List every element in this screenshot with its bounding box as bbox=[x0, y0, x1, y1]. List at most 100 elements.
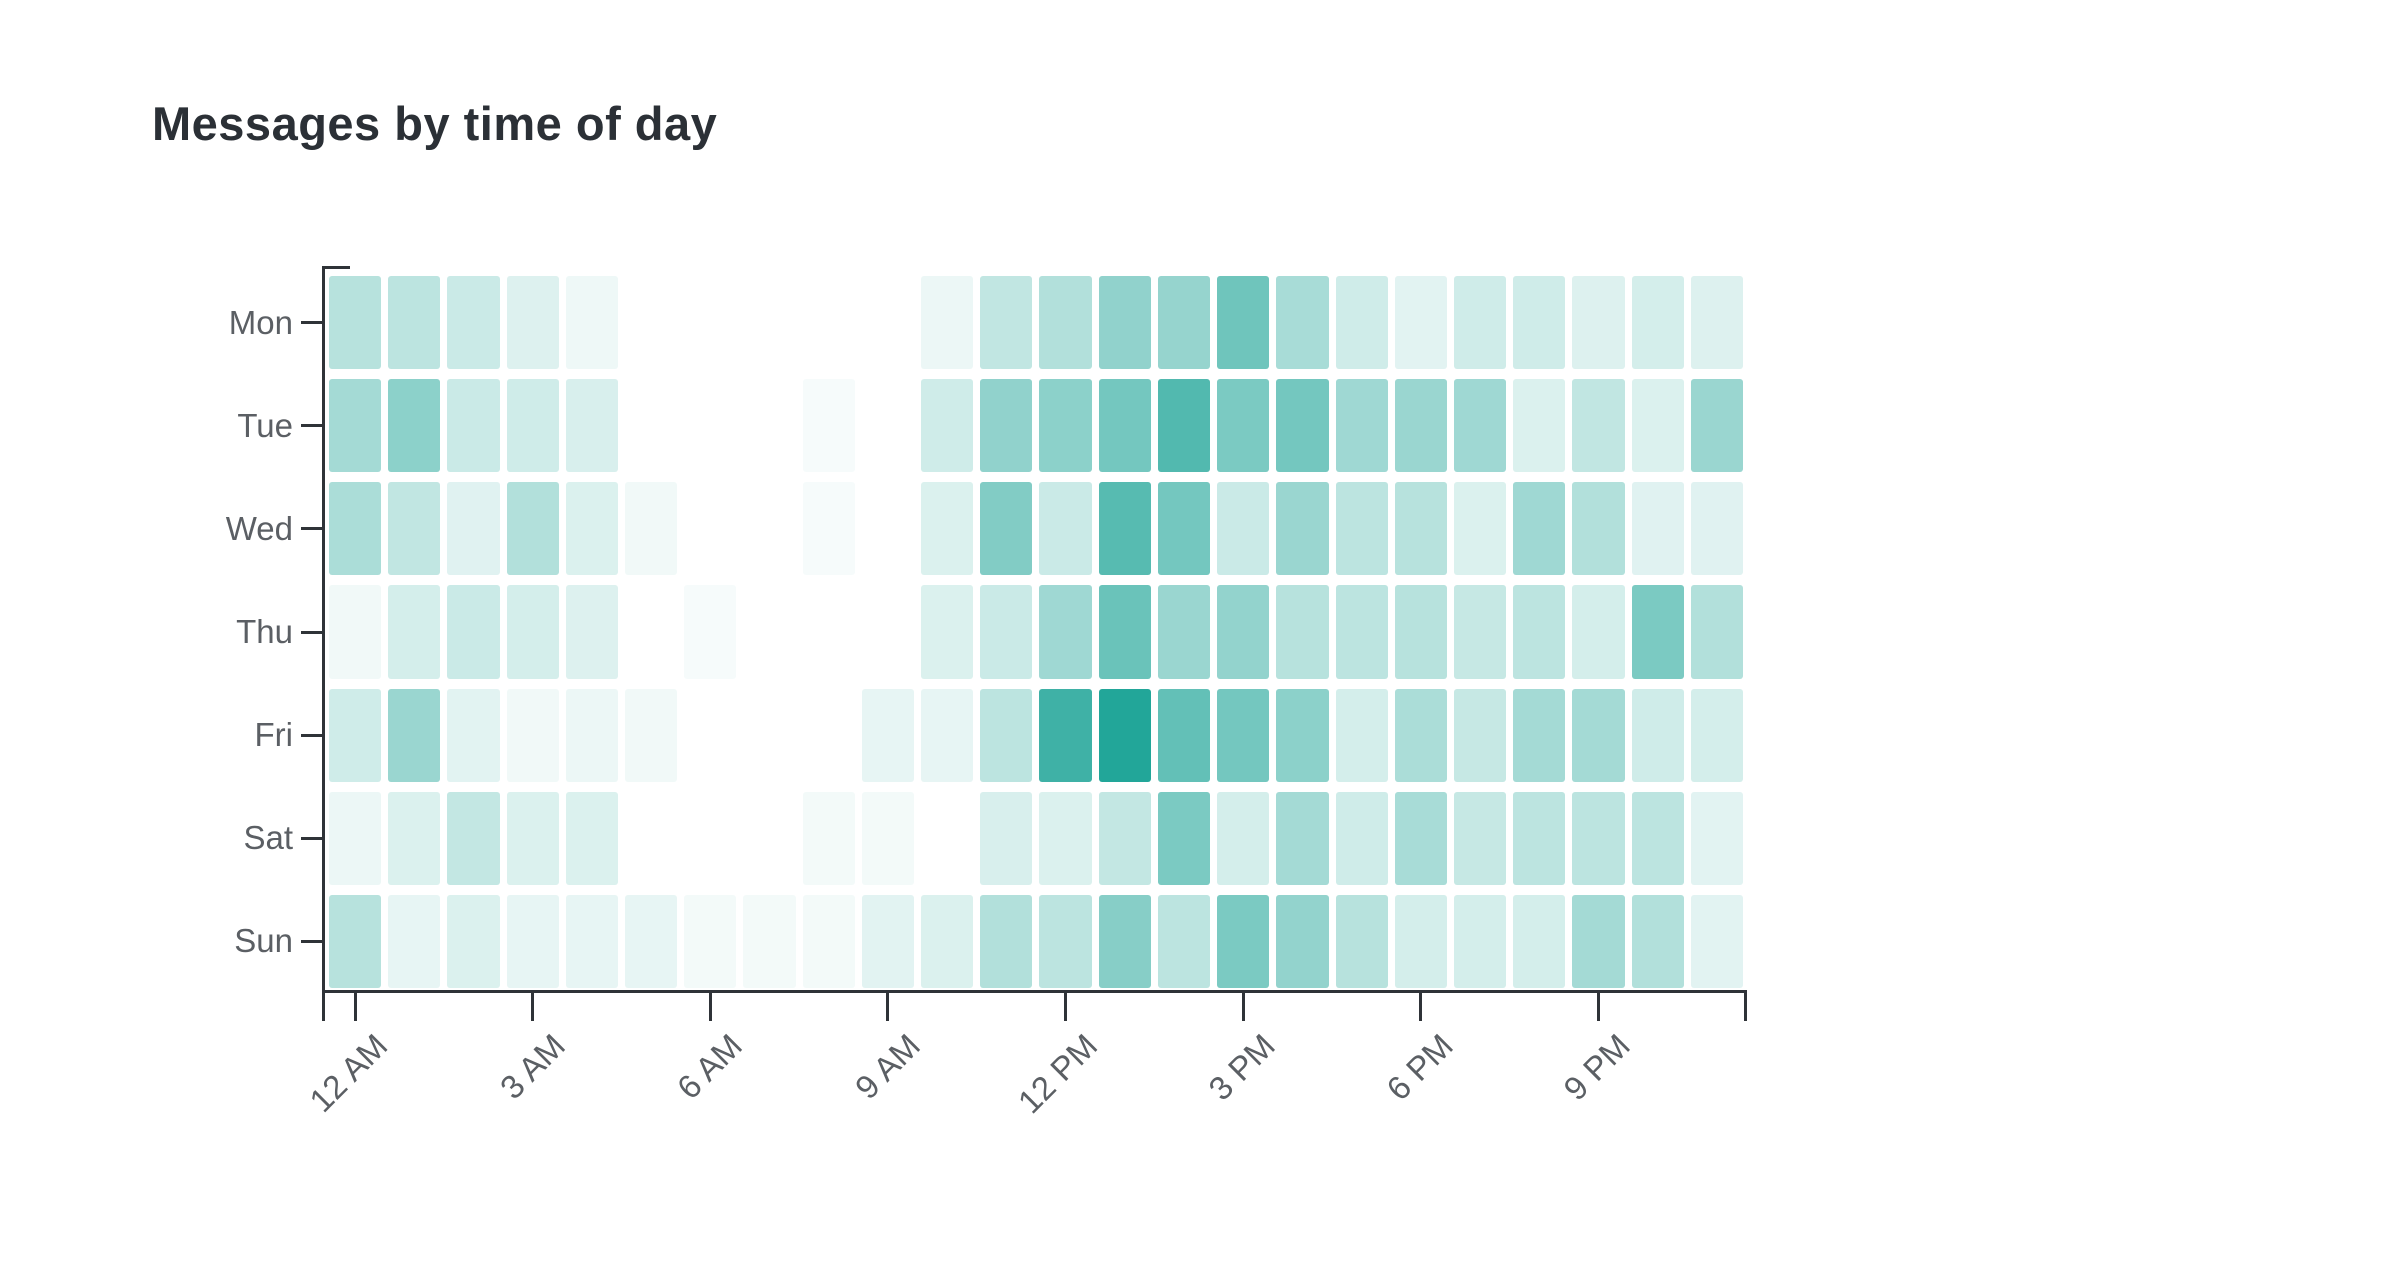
heatmap-cell[interactable] bbox=[506, 894, 559, 988]
heatmap-cell[interactable] bbox=[1098, 482, 1151, 576]
heatmap-cell[interactable] bbox=[1039, 482, 1092, 576]
heatmap-cell[interactable] bbox=[861, 894, 915, 988]
heatmap-cell[interactable] bbox=[1394, 688, 1447, 782]
heatmap-cell[interactable] bbox=[1039, 585, 1092, 679]
heatmap-cell[interactable] bbox=[1631, 791, 1684, 885]
heatmap-cell[interactable] bbox=[803, 276, 855, 369]
heatmap-cell[interactable] bbox=[921, 688, 974, 782]
heatmap-cell[interactable] bbox=[1217, 585, 1270, 679]
heatmap-cell[interactable] bbox=[1335, 482, 1388, 576]
heatmap-cell[interactable] bbox=[1217, 688, 1270, 782]
heatmap-cell[interactable] bbox=[1572, 894, 1625, 988]
heatmap-cell[interactable] bbox=[506, 585, 559, 679]
heatmap-cell[interactable] bbox=[1453, 276, 1507, 370]
heatmap-cell[interactable] bbox=[1513, 379, 1566, 473]
heatmap-cell[interactable] bbox=[1572, 688, 1625, 782]
heatmap-cell[interactable] bbox=[447, 585, 500, 679]
heatmap-cell[interactable] bbox=[388, 585, 441, 679]
heatmap-cell[interactable] bbox=[1690, 379, 1743, 473]
heatmap-cell[interactable] bbox=[862, 276, 914, 369]
heatmap-cell[interactable] bbox=[1513, 482, 1566, 576]
heatmap-cell[interactable] bbox=[980, 791, 1033, 885]
heatmap-cell[interactable] bbox=[1217, 791, 1270, 885]
heatmap-cell[interactable] bbox=[1513, 791, 1566, 885]
heatmap-cell[interactable] bbox=[625, 792, 677, 885]
heatmap-cell[interactable] bbox=[625, 894, 678, 988]
heatmap-cell[interactable] bbox=[506, 379, 559, 473]
heatmap-cell[interactable] bbox=[447, 379, 500, 473]
heatmap-cell[interactable] bbox=[447, 894, 500, 988]
heatmap-cell[interactable] bbox=[1572, 276, 1625, 370]
heatmap-cell[interactable] bbox=[684, 689, 736, 782]
heatmap-cell[interactable] bbox=[862, 379, 914, 472]
heatmap-cell[interactable] bbox=[329, 894, 382, 988]
heatmap-cell[interactable] bbox=[329, 688, 382, 782]
heatmap-cell[interactable] bbox=[1513, 894, 1566, 988]
heatmap-cell[interactable] bbox=[625, 379, 677, 472]
heatmap-cell[interactable] bbox=[506, 276, 559, 370]
heatmap-cell[interactable] bbox=[1394, 276, 1447, 370]
heatmap-cell[interactable] bbox=[1453, 688, 1507, 782]
heatmap-cell[interactable] bbox=[803, 689, 855, 782]
heatmap-cell[interactable] bbox=[329, 791, 382, 885]
heatmap-cell[interactable] bbox=[1335, 688, 1388, 782]
heatmap-cell[interactable] bbox=[447, 688, 500, 782]
heatmap-cell[interactable] bbox=[1690, 276, 1743, 370]
heatmap-cell[interactable] bbox=[921, 379, 974, 473]
heatmap-cell[interactable] bbox=[1098, 894, 1151, 988]
heatmap-cell[interactable] bbox=[1453, 482, 1507, 576]
heatmap-cell[interactable] bbox=[506, 791, 559, 885]
heatmap-cell[interactable] bbox=[980, 688, 1033, 782]
heatmap-cell[interactable] bbox=[684, 792, 736, 885]
heatmap-cell[interactable] bbox=[743, 894, 796, 988]
heatmap-cell[interactable] bbox=[980, 276, 1033, 370]
heatmap-cell[interactable] bbox=[625, 688, 678, 782]
heatmap-cell[interactable] bbox=[1572, 482, 1625, 576]
heatmap-cell[interactable] bbox=[1453, 379, 1507, 473]
heatmap-cell[interactable] bbox=[743, 276, 795, 369]
heatmap-cell[interactable] bbox=[1276, 791, 1329, 885]
heatmap-cell[interactable] bbox=[1039, 791, 1092, 885]
heatmap-cell[interactable] bbox=[388, 894, 441, 988]
heatmap-cell[interactable] bbox=[506, 688, 559, 782]
heatmap-cell[interactable] bbox=[861, 791, 915, 885]
heatmap-cell[interactable] bbox=[447, 482, 500, 576]
heatmap-cell[interactable] bbox=[980, 379, 1033, 473]
heatmap-cell[interactable] bbox=[1690, 791, 1743, 885]
heatmap-cell[interactable] bbox=[329, 379, 382, 473]
heatmap-cell[interactable] bbox=[1453, 894, 1507, 988]
heatmap-cell[interactable] bbox=[1453, 585, 1507, 679]
heatmap-cell[interactable] bbox=[1394, 791, 1447, 885]
heatmap-cell[interactable] bbox=[1098, 791, 1151, 885]
heatmap-cell[interactable] bbox=[1631, 482, 1684, 576]
heatmap-cell[interactable] bbox=[1039, 894, 1092, 988]
heatmap-cell[interactable] bbox=[1453, 791, 1507, 885]
heatmap-cell[interactable] bbox=[329, 276, 382, 370]
heatmap-cell[interactable] bbox=[743, 689, 795, 782]
heatmap-cell[interactable] bbox=[980, 894, 1033, 988]
heatmap-cell[interactable] bbox=[862, 585, 914, 678]
heatmap-cell[interactable] bbox=[1098, 585, 1151, 679]
heatmap-cell[interactable] bbox=[1217, 482, 1270, 576]
heatmap-cell[interactable] bbox=[684, 379, 736, 472]
heatmap-cell[interactable] bbox=[980, 482, 1033, 576]
heatmap-cell[interactable] bbox=[388, 482, 441, 576]
heatmap-cell[interactable] bbox=[1631, 379, 1684, 473]
heatmap-cell[interactable] bbox=[1276, 379, 1329, 473]
heatmap-cell[interactable] bbox=[802, 379, 855, 473]
heatmap-cell[interactable] bbox=[1039, 688, 1092, 782]
heatmap-cell[interactable] bbox=[1098, 379, 1151, 473]
heatmap-cell[interactable] bbox=[1631, 585, 1684, 679]
heatmap-cell[interactable] bbox=[1157, 791, 1211, 885]
heatmap-cell[interactable] bbox=[1394, 585, 1447, 679]
heatmap-cell[interactable] bbox=[565, 585, 619, 679]
heatmap-cell[interactable] bbox=[802, 894, 855, 988]
heatmap-cell[interactable] bbox=[625, 585, 677, 678]
heatmap-cell[interactable] bbox=[1335, 585, 1388, 679]
heatmap-cell[interactable] bbox=[388, 379, 441, 473]
heatmap-cell[interactable] bbox=[1276, 482, 1329, 576]
heatmap-cell[interactable] bbox=[1513, 585, 1566, 679]
heatmap-cell[interactable] bbox=[1157, 379, 1211, 473]
heatmap-cell[interactable] bbox=[684, 276, 736, 369]
heatmap-cell[interactable] bbox=[684, 585, 737, 679]
